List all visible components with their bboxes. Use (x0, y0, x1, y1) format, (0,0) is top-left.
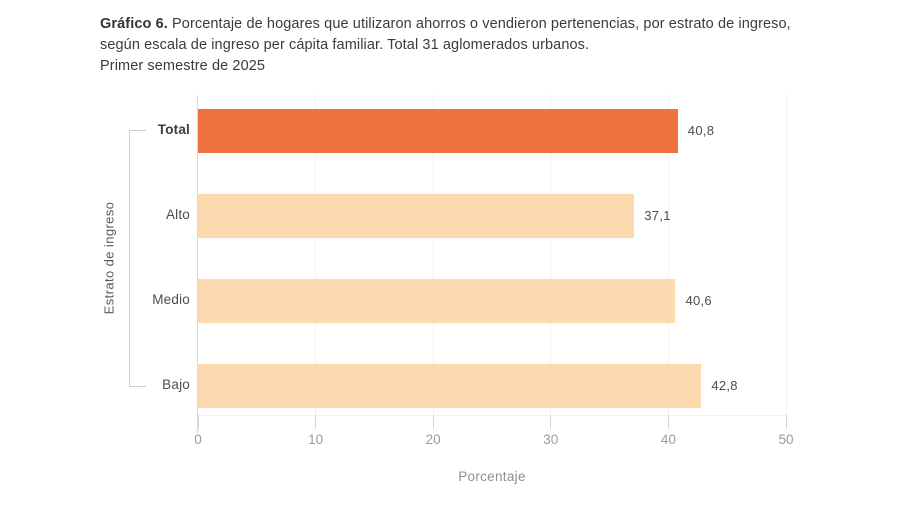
x-tick-mark (785, 415, 787, 429)
x-tick-label: 50 (778, 432, 794, 447)
bar-total (198, 108, 678, 153)
gridline (785, 95, 787, 415)
x-axis-line (198, 415, 786, 416)
x-tick-mark (432, 415, 434, 429)
category-label-total: Total (157, 121, 190, 137)
value-label-total: 40,8 (687, 122, 715, 138)
x-tick-mark (667, 415, 669, 429)
value-label-medio: 40,6 (685, 293, 712, 308)
chart-title-number: Gráfico 6. (100, 16, 168, 32)
y-axis-line (197, 95, 198, 433)
chart-title: Gráfico 6. Porcentaje de hogares que uti… (100, 14, 805, 77)
x-tick-label: 0 (194, 432, 202, 447)
chart-subtitle: Primer semestre de 2025 (100, 58, 266, 74)
x-tick-label: 10 (308, 432, 324, 447)
gridline (550, 95, 552, 415)
value-label-alto: 37,1 (644, 207, 671, 223)
bar-bajo (198, 364, 702, 409)
bar-alto (198, 193, 635, 238)
x-tick-label: 40 (660, 432, 676, 447)
gridline (432, 95, 434, 415)
y-axis-bracket (129, 130, 146, 387)
x-axis-title: Porcentaje (458, 469, 526, 484)
gridline (315, 95, 317, 415)
category-label-bajo: Bajo (162, 377, 190, 393)
bar-medio (198, 279, 676, 323)
x-tick-label: 30 (543, 432, 559, 447)
value-label-bajo: 42,8 (711, 378, 738, 394)
x-tick-mark (315, 415, 317, 429)
x-tick-mark (550, 415, 552, 429)
chart-title-text: Porcentaje de hogares que utilizaron aho… (100, 16, 791, 53)
x-tick-label: 20 (425, 432, 441, 447)
gridline (667, 95, 669, 415)
category-label-alto: Alto (165, 206, 190, 222)
category-label-medio: Medio (152, 292, 190, 307)
x-tick-mark (197, 415, 199, 429)
